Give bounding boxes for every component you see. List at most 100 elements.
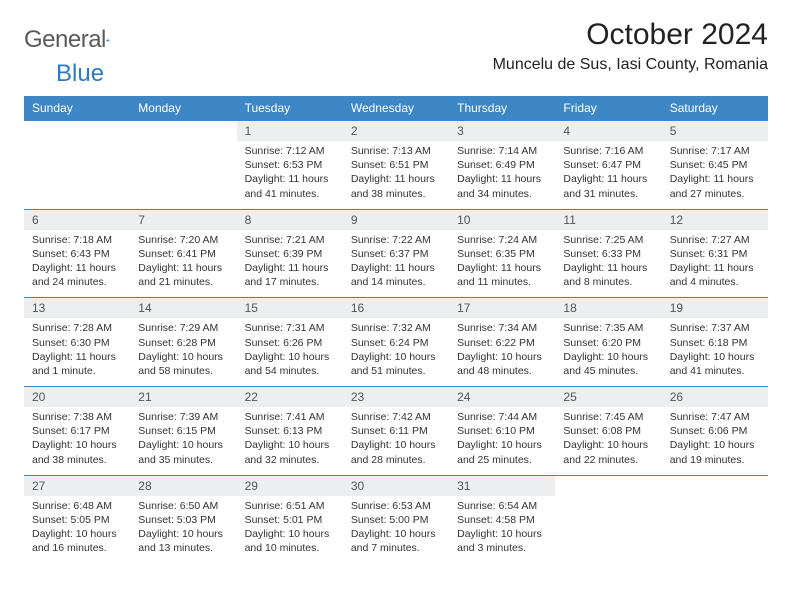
- daylight-text: Daylight: 10 hours and 54 minutes.: [245, 350, 335, 378]
- sunset-text: Sunset: 6:33 PM: [563, 247, 653, 261]
- daylight-text: Daylight: 11 hours and 31 minutes.: [563, 172, 653, 200]
- daylight-text: Daylight: 11 hours and 38 minutes.: [351, 172, 441, 200]
- sunrise-text: Sunrise: 7:34 AM: [457, 321, 547, 335]
- sunset-text: Sunset: 6:15 PM: [138, 424, 228, 438]
- calendar-day-cell: 19Sunrise: 7:37 AMSunset: 6:18 PMDayligh…: [662, 298, 768, 387]
- daylight-text: Daylight: 11 hours and 24 minutes.: [32, 261, 122, 289]
- day-number: 4: [555, 121, 661, 141]
- day-number: 8: [237, 210, 343, 230]
- brand-logo: General: [24, 18, 130, 54]
- sunset-text: Sunset: 6:06 PM: [670, 424, 760, 438]
- sunrise-text: Sunrise: 7:13 AM: [351, 144, 441, 158]
- calendar-day-cell: 1Sunrise: 7:12 AMSunset: 6:53 PMDaylight…: [237, 121, 343, 210]
- calendar-day-cell: 13Sunrise: 7:28 AMSunset: 6:30 PMDayligh…: [24, 298, 130, 387]
- sunrise-text: Sunrise: 7:16 AM: [563, 144, 653, 158]
- daylight-text: Daylight: 11 hours and 1 minute.: [32, 350, 122, 378]
- weekday-header: Tuesday: [237, 96, 343, 121]
- day-details: Sunrise: 7:35 AMSunset: 6:20 PMDaylight:…: [555, 318, 661, 386]
- day-details: Sunrise: 7:47 AMSunset: 6:06 PMDaylight:…: [662, 407, 768, 475]
- day-details: Sunrise: 6:50 AMSunset: 5:03 PMDaylight:…: [130, 496, 236, 564]
- day-details: Sunrise: 7:14 AMSunset: 6:49 PMDaylight:…: [449, 141, 555, 209]
- day-details: Sunrise: 6:48 AMSunset: 5:05 PMDaylight:…: [24, 496, 130, 564]
- daylight-text: Daylight: 11 hours and 17 minutes.: [245, 261, 335, 289]
- weekday-header: Thursday: [449, 96, 555, 121]
- sunset-text: Sunset: 5:03 PM: [138, 513, 228, 527]
- day-number: 24: [449, 387, 555, 407]
- sunset-text: Sunset: 6:28 PM: [138, 336, 228, 350]
- day-number: 20: [24, 387, 130, 407]
- sunset-text: Sunset: 6:26 PM: [245, 336, 335, 350]
- day-details: Sunrise: 7:28 AMSunset: 6:30 PMDaylight:…: [24, 318, 130, 386]
- sunrise-text: Sunrise: 7:29 AM: [138, 321, 228, 335]
- calendar-day-cell: 27Sunrise: 6:48 AMSunset: 5:05 PMDayligh…: [24, 475, 130, 563]
- sunset-text: Sunset: 6:30 PM: [32, 336, 122, 350]
- calendar-day-cell: 7Sunrise: 7:20 AMSunset: 6:41 PMDaylight…: [130, 209, 236, 298]
- sunset-text: Sunset: 6:24 PM: [351, 336, 441, 350]
- day-details: Sunrise: 7:42 AMSunset: 6:11 PMDaylight:…: [343, 407, 449, 475]
- triangle-icon: [106, 31, 110, 49]
- calendar-table: Sunday Monday Tuesday Wednesday Thursday…: [24, 96, 768, 563]
- sunset-text: Sunset: 6:49 PM: [457, 158, 547, 172]
- sunset-text: Sunset: 6:18 PM: [670, 336, 760, 350]
- calendar-day-cell: 22Sunrise: 7:41 AMSunset: 6:13 PMDayligh…: [237, 387, 343, 476]
- day-number: 12: [662, 210, 768, 230]
- day-details: Sunrise: 7:38 AMSunset: 6:17 PMDaylight:…: [24, 407, 130, 475]
- calendar-day-cell: 31Sunrise: 6:54 AMSunset: 4:58 PMDayligh…: [449, 475, 555, 563]
- sunrise-text: Sunrise: 7:21 AM: [245, 233, 335, 247]
- brand-word1: General: [24, 26, 106, 54]
- sunset-text: Sunset: 6:51 PM: [351, 158, 441, 172]
- calendar-day-cell: [555, 475, 661, 563]
- sunset-text: Sunset: 6:53 PM: [245, 158, 335, 172]
- daylight-text: Daylight: 10 hours and 58 minutes.: [138, 350, 228, 378]
- day-details: Sunrise: 7:24 AMSunset: 6:35 PMDaylight:…: [449, 230, 555, 298]
- sunset-text: Sunset: 5:00 PM: [351, 513, 441, 527]
- day-details: Sunrise: 7:20 AMSunset: 6:41 PMDaylight:…: [130, 230, 236, 298]
- calendar-week-row: 6Sunrise: 7:18 AMSunset: 6:43 PMDaylight…: [24, 209, 768, 298]
- calendar-day-cell: 17Sunrise: 7:34 AMSunset: 6:22 PMDayligh…: [449, 298, 555, 387]
- day-details: Sunrise: 7:41 AMSunset: 6:13 PMDaylight:…: [237, 407, 343, 475]
- sunrise-text: Sunrise: 7:20 AM: [138, 233, 228, 247]
- day-number: 11: [555, 210, 661, 230]
- day-number: 22: [237, 387, 343, 407]
- day-details: Sunrise: 7:16 AMSunset: 6:47 PMDaylight:…: [555, 141, 661, 209]
- day-details: Sunrise: 7:32 AMSunset: 6:24 PMDaylight:…: [343, 318, 449, 386]
- sunrise-text: Sunrise: 7:44 AM: [457, 410, 547, 424]
- calendar-day-cell: 21Sunrise: 7:39 AMSunset: 6:15 PMDayligh…: [130, 387, 236, 476]
- daylight-text: Daylight: 11 hours and 8 minutes.: [563, 261, 653, 289]
- calendar-day-cell: 18Sunrise: 7:35 AMSunset: 6:20 PMDayligh…: [555, 298, 661, 387]
- weekday-header: Saturday: [662, 96, 768, 121]
- daylight-text: Daylight: 10 hours and 7 minutes.: [351, 527, 441, 555]
- day-number: 26: [662, 387, 768, 407]
- sunrise-text: Sunrise: 6:50 AM: [138, 499, 228, 513]
- calendar-day-cell: 12Sunrise: 7:27 AMSunset: 6:31 PMDayligh…: [662, 209, 768, 298]
- daylight-text: Daylight: 11 hours and 11 minutes.: [457, 261, 547, 289]
- weekday-header-row: Sunday Monday Tuesday Wednesday Thursday…: [24, 96, 768, 121]
- sunset-text: Sunset: 6:37 PM: [351, 247, 441, 261]
- sunrise-text: Sunrise: 7:45 AM: [563, 410, 653, 424]
- day-number: 5: [662, 121, 768, 141]
- calendar-day-cell: [662, 475, 768, 563]
- day-number: 18: [555, 298, 661, 318]
- sunset-text: Sunset: 4:58 PM: [457, 513, 547, 527]
- calendar-day-cell: 10Sunrise: 7:24 AMSunset: 6:35 PMDayligh…: [449, 209, 555, 298]
- sunrise-text: Sunrise: 7:12 AM: [245, 144, 335, 158]
- calendar-day-cell: 3Sunrise: 7:14 AMSunset: 6:49 PMDaylight…: [449, 121, 555, 210]
- sunset-text: Sunset: 6:13 PM: [245, 424, 335, 438]
- day-number: 19: [662, 298, 768, 318]
- sunrise-text: Sunrise: 7:41 AM: [245, 410, 335, 424]
- sunrise-text: Sunrise: 7:14 AM: [457, 144, 547, 158]
- day-details: Sunrise: 7:17 AMSunset: 6:45 PMDaylight:…: [662, 141, 768, 209]
- sunrise-text: Sunrise: 7:28 AM: [32, 321, 122, 335]
- sunset-text: Sunset: 6:41 PM: [138, 247, 228, 261]
- calendar-week-row: 27Sunrise: 6:48 AMSunset: 5:05 PMDayligh…: [24, 475, 768, 563]
- daylight-text: Daylight: 10 hours and 19 minutes.: [670, 438, 760, 466]
- day-number: 9: [343, 210, 449, 230]
- day-number: 14: [130, 298, 236, 318]
- calendar-day-cell: 8Sunrise: 7:21 AMSunset: 6:39 PMDaylight…: [237, 209, 343, 298]
- sunset-text: Sunset: 6:20 PM: [563, 336, 653, 350]
- sunset-text: Sunset: 6:45 PM: [670, 158, 760, 172]
- day-details: Sunrise: 7:27 AMSunset: 6:31 PMDaylight:…: [662, 230, 768, 298]
- daylight-text: Daylight: 10 hours and 13 minutes.: [138, 527, 228, 555]
- sunrise-text: Sunrise: 7:38 AM: [32, 410, 122, 424]
- daylight-text: Daylight: 11 hours and 4 minutes.: [670, 261, 760, 289]
